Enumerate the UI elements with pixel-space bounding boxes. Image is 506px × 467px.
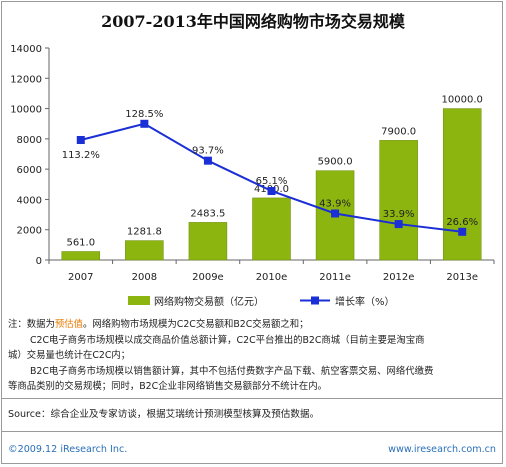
x-tick-label: 2009e [192, 272, 224, 283]
divider [2, 431, 502, 432]
x-tick-label: 2008 [132, 272, 157, 283]
bar-value-label: 5900.0 [318, 157, 353, 168]
y-tick-label: 8000 [17, 135, 42, 146]
line-point [458, 227, 467, 236]
note-line-3: 城）交易量也统计在C2C内； [8, 350, 131, 362]
chart-area: 0 2000 4000 6000 8000 10000 12000 14000 561.0 12… [10, 44, 495, 308]
source-text: Source：综合企业及专家访谈，根据艾瑞统计预测模型核算及预估数据。 [8, 409, 320, 420]
divider [2, 398, 502, 399]
line-point [331, 209, 340, 218]
website-link[interactable]: www.iresearch.com.cn [388, 444, 496, 455]
note-line-2: C2C电子商务市场规模以成交商品价值总额计算，C2C平台推出的B2C商城（目前主… [30, 334, 425, 346]
y-tick-label: 6000 [17, 165, 42, 176]
y-tick-label: 4000 [17, 195, 42, 206]
x-tick-label: 2013e [446, 272, 478, 283]
bar-value-label: 7900.0 [381, 126, 416, 137]
line-point [394, 220, 403, 229]
note-line-5: 等商品类别的交易规模；同时，B2C企业非网络销售交易额部分不统计在内。 [8, 381, 327, 393]
line-value-label: 128.5% [125, 109, 163, 120]
note-highlight: 预估值 [54, 319, 84, 330]
legend-bar-swatch [128, 296, 150, 305]
line-value-label: 26.6% [446, 217, 478, 228]
y-tick-label: 12000 [10, 74, 42, 85]
bar-value-label: 10000.0 [442, 95, 483, 106]
legend-line-marker [311, 296, 319, 305]
bar [379, 140, 418, 261]
line-point [267, 186, 276, 195]
x-tick-label: 2007 [68, 272, 93, 283]
bar [442, 108, 482, 261]
chart-title: 2007-2013年中国网络购物市场交易规模 [101, 12, 405, 31]
bar-value-label: 561.0 [66, 238, 95, 249]
line-value-label: 43.9% [319, 198, 351, 209]
line-point [140, 119, 149, 128]
line-value-label: 113.2% [62, 150, 100, 161]
y-tick-label: 2000 [17, 226, 42, 237]
bar-value-label: 2483.5 [190, 208, 225, 219]
line-value-label: 93.7% [192, 146, 224, 157]
line-point [76, 136, 85, 145]
legend-bar-label: 网络购物交易额（亿元） [154, 295, 264, 308]
note-line-1: 注：数据为预估值。网络购物市场规模为C2C交易额和B2C交易额之和； [8, 319, 309, 330]
x-tick-label: 2012e [383, 272, 415, 283]
copyright-text: ©2009.12 iResearch Inc. [8, 444, 128, 455]
note-line-4: B2C电子商务市场规模以销售额计算，其中不包括付费数字产品下载、航空客票交易、网… [30, 365, 434, 377]
x-tick-label: 2011e [319, 272, 351, 283]
legend-line-label: 增长率（%） [335, 295, 395, 308]
y-tick-label: 14000 [10, 44, 42, 55]
y-tick-label: 0 [36, 256, 42, 267]
y-tick-label: 10000 [10, 105, 42, 116]
bar [125, 240, 164, 261]
bar-value-label: 1281.8 [127, 227, 162, 238]
line-value-label: 65.1% [256, 176, 288, 187]
bar [252, 197, 291, 261]
notes: 注：数据为预估值。网络购物市场规模为C2C交易额和B2C交易额之和； C2C电子… [8, 317, 498, 395]
bar [61, 251, 101, 261]
bar [188, 222, 228, 261]
line-point [203, 156, 212, 165]
line-value-label: 33.9% [383, 209, 415, 220]
x-tick-label: 2010e [256, 272, 288, 283]
